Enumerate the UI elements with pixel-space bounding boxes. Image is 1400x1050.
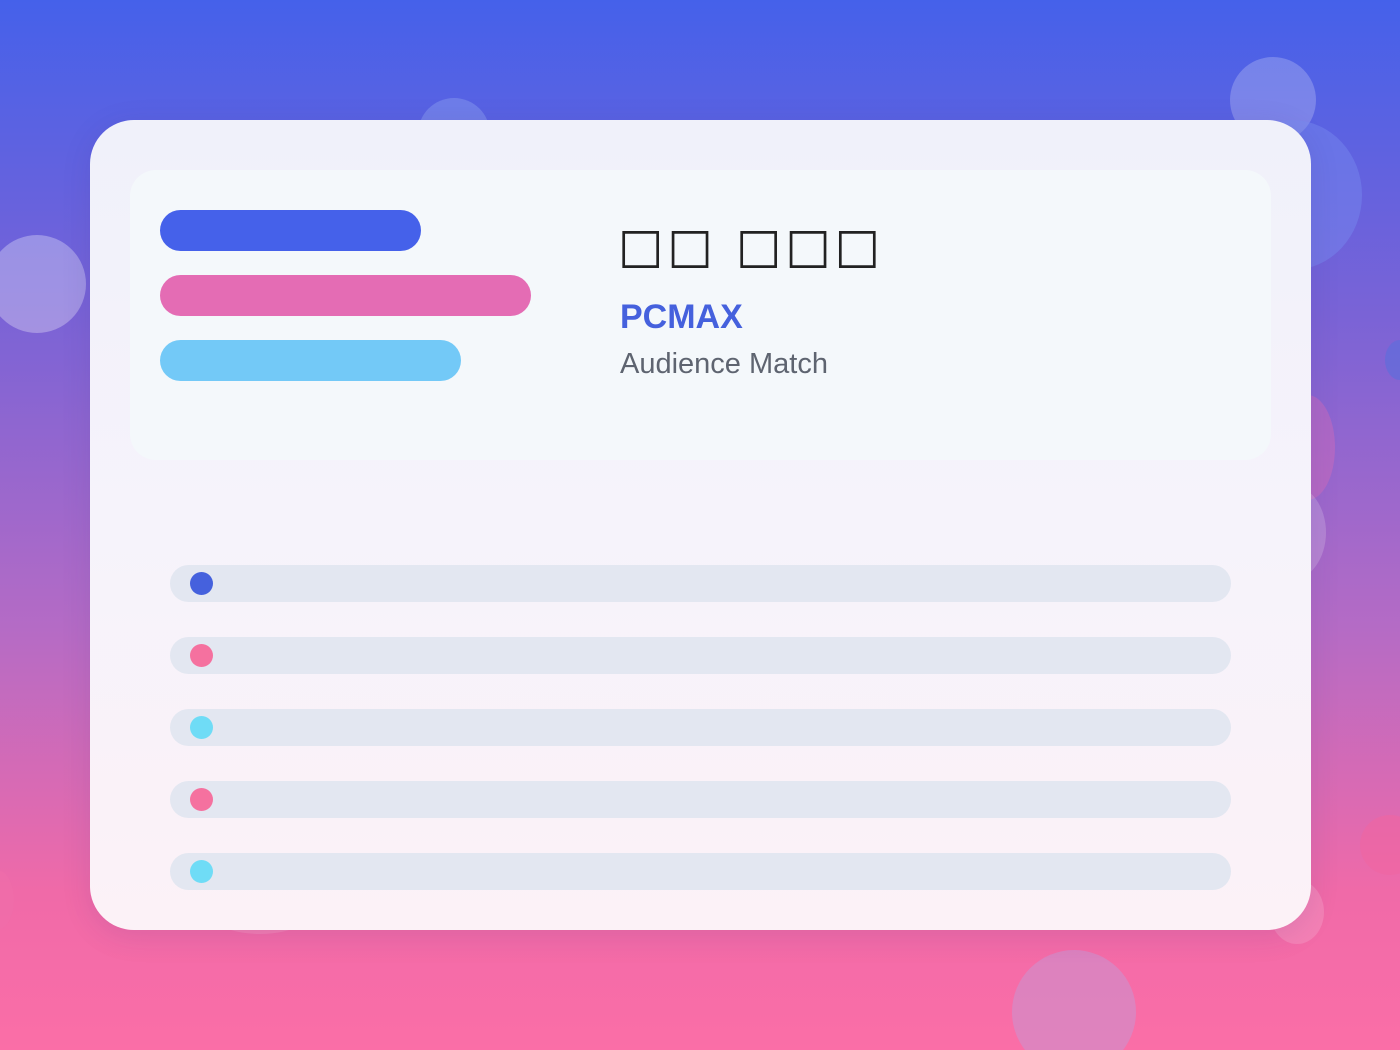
item-list [170, 565, 1231, 925]
bullet-dot-icon [190, 716, 213, 739]
header-bar-sky [160, 340, 461, 381]
decor-bubble [1012, 950, 1136, 1050]
header-panel: □□ □□□ PCMAX Audience Match [130, 170, 1271, 460]
page-title: □□ □□□ [618, 218, 885, 274]
bullet-dot-icon [190, 572, 213, 595]
bullet-dot-icon [190, 788, 213, 811]
header-bar-blue [160, 210, 421, 251]
list-item[interactable] [170, 565, 1231, 602]
decor-bubble [0, 235, 86, 333]
header-bar-pink [160, 275, 531, 316]
decor-bubble [0, 870, 14, 930]
list-item[interactable] [170, 781, 1231, 818]
decor-bubble [1360, 815, 1400, 875]
list-item[interactable] [170, 853, 1231, 890]
brand-name: PCMAX [620, 298, 743, 336]
bullet-dot-icon [190, 860, 213, 883]
decor-bubble [1385, 340, 1400, 380]
bullet-dot-icon [190, 644, 213, 667]
main-card: □□ □□□ PCMAX Audience Match [90, 120, 1311, 930]
list-item[interactable] [170, 637, 1231, 674]
list-item[interactable] [170, 709, 1231, 746]
page-subtitle: Audience Match [620, 348, 828, 380]
